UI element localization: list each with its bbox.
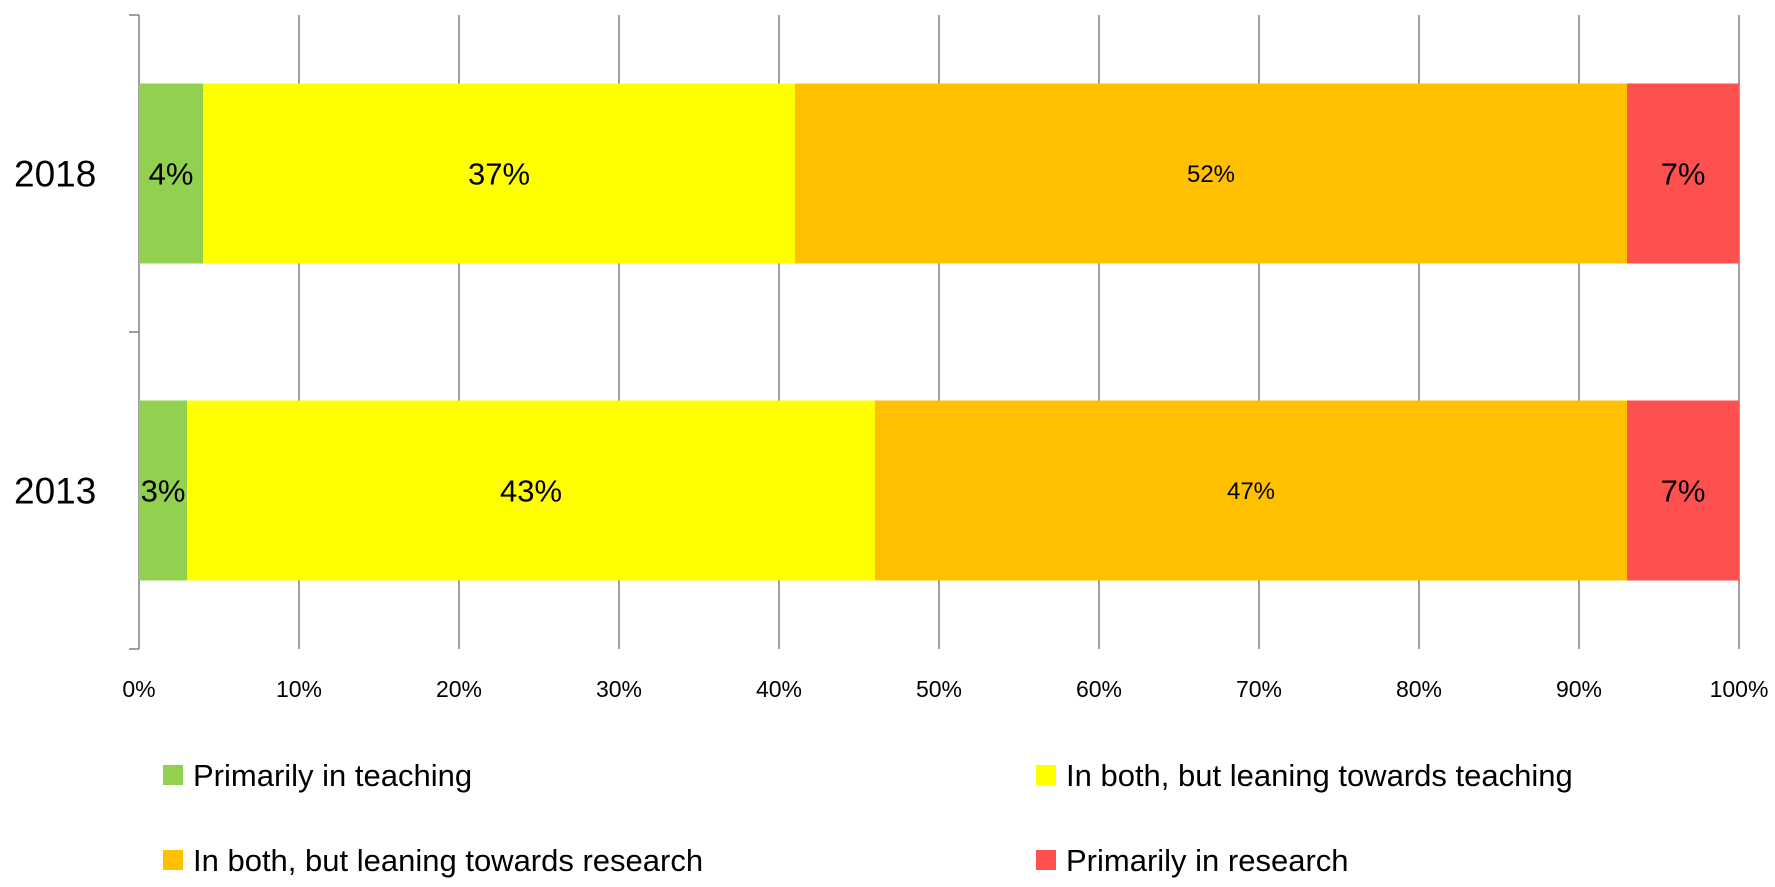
data-label: 7%: [1661, 157, 1706, 192]
legend-item: In both, but leaning towards teaching: [1036, 758, 1573, 793]
x-tick-label: 50%: [916, 676, 962, 702]
legend-item: Primarily in research: [1036, 843, 1349, 878]
x-tick-label: 0%: [122, 676, 155, 702]
bar-segment: [1627, 400, 1739, 581]
bars: [139, 83, 1739, 581]
legend-label: In both, but leaning towards research: [193, 843, 703, 878]
bar-segment: [203, 83, 795, 264]
axes: [129, 14, 140, 650]
data-label: 37%: [468, 157, 530, 192]
bar-segment: [875, 400, 1627, 581]
bar-segment: [795, 83, 1627, 264]
bar-segment: [139, 400, 187, 581]
category-label: 2013: [14, 471, 96, 512]
data-label: 52%: [1187, 161, 1235, 188]
x-tick-label: 10%: [276, 676, 322, 702]
data-label: 4%: [149, 157, 194, 192]
bar-segment: [1627, 83, 1739, 264]
data-label: 3%: [141, 474, 186, 509]
legend-swatch: [1036, 850, 1056, 870]
x-tick-label: 40%: [756, 676, 802, 702]
legend: Primarily in teaching In both, but leanin…: [163, 758, 1573, 878]
x-tick-label: 60%: [1076, 676, 1122, 702]
x-tick-label: 20%: [436, 676, 482, 702]
legend-label: Primarily in research: [1066, 843, 1349, 878]
data-label: 47%: [1227, 478, 1275, 505]
legend-swatch: [163, 765, 183, 785]
bar-segment: [187, 400, 875, 581]
legend-item: Primarily in teaching: [163, 758, 472, 793]
category-label: 2018: [14, 154, 96, 195]
data-label: 43%: [500, 474, 562, 509]
legend-label: In both, but leaning towards teaching: [1066, 758, 1573, 793]
data-label: 7%: [1661, 474, 1706, 509]
bar-segment: [139, 83, 203, 264]
legend-swatch: [163, 850, 183, 870]
legend-item: In both, but leaning towards research: [163, 843, 703, 878]
legend-swatch: [1036, 765, 1056, 785]
legend-label: Primarily in teaching: [193, 758, 472, 793]
x-tick-label: 80%: [1396, 676, 1442, 702]
tick-labels: 0% 10% 20% 30% 40% 50% 60% 70% 80% 90% 100% 2018 201…: [14, 154, 1768, 703]
x-tick-label: 70%: [1236, 676, 1282, 702]
x-tick-label: 100%: [1710, 676, 1769, 702]
data-labels: 4% 37% 52% 7% 3% 43% 47% 7%: [141, 157, 1706, 509]
x-tick-label: 90%: [1556, 676, 1602, 702]
x-tick-label: 30%: [596, 676, 642, 702]
